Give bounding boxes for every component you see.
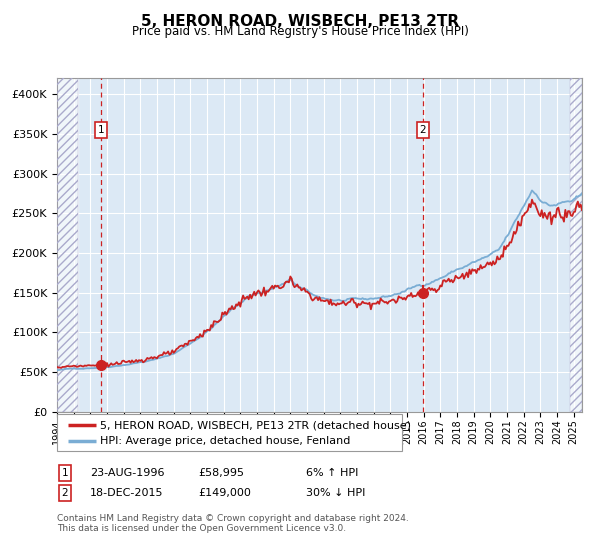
Text: 2: 2 [420,125,427,135]
Text: £149,000: £149,000 [198,488,251,498]
Text: 18-DEC-2015: 18-DEC-2015 [90,488,163,498]
Text: 5, HERON ROAD, WISBECH, PE13 2TR: 5, HERON ROAD, WISBECH, PE13 2TR [141,14,459,29]
Text: 1: 1 [61,468,68,478]
Text: Contains HM Land Registry data © Crown copyright and database right 2024.
This d: Contains HM Land Registry data © Crown c… [57,514,409,534]
Text: 5, HERON ROAD, WISBECH, PE13 2TR (detached house): 5, HERON ROAD, WISBECH, PE13 2TR (detach… [100,421,411,430]
Text: 6% ↑ HPI: 6% ↑ HPI [306,468,358,478]
Text: HPI: Average price, detached house, Fenland: HPI: Average price, detached house, Fenl… [100,436,350,446]
Text: Price paid vs. HM Land Registry's House Price Index (HPI): Price paid vs. HM Land Registry's House … [131,25,469,38]
Text: 1: 1 [98,125,104,135]
Text: 30% ↓ HPI: 30% ↓ HPI [306,488,365,498]
Text: £58,995: £58,995 [198,468,244,478]
Text: 2: 2 [61,488,68,498]
Text: 23-AUG-1996: 23-AUG-1996 [90,468,164,478]
